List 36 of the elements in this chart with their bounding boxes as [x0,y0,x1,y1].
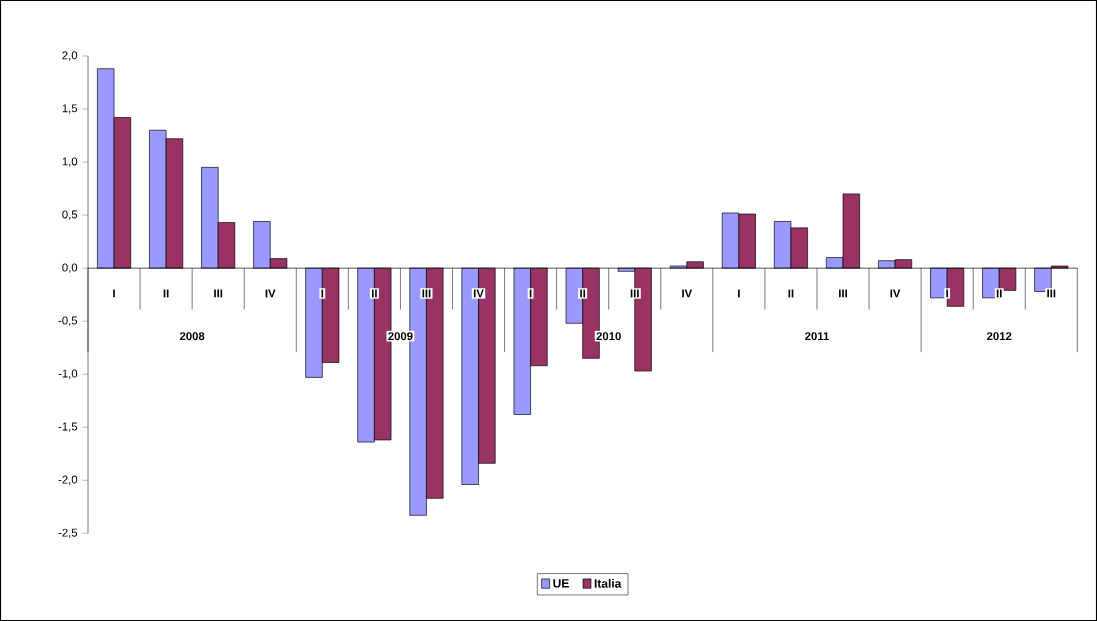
annotation: 2011 [805,332,829,341]
x-tick-label: III [214,289,223,298]
y-tick-label: 0,0 [62,263,78,273]
annotation: 2012 [987,332,1012,341]
y-tick-label: 2,0 [62,51,78,61]
x-tick-label: IV [473,289,484,298]
x-tick-label: I [113,289,115,298]
x-tick-label: III [422,289,431,298]
y-tick-label: 0,5 [62,210,78,220]
y-tick-label: -1,0 [58,369,78,379]
y-tick-label: -0,5 [58,316,78,326]
y-tick-label: -2,0 [58,475,78,485]
y-tick-label: 1,0 [62,157,78,167]
x-tick-label: III [1047,289,1056,298]
x-tick-label: II [372,289,377,298]
x-tick-label: II [788,289,794,298]
x-tick-label: II [163,289,169,298]
x-tick-label: I [738,289,740,298]
x-tick-label: II [580,289,586,298]
x-tick-label: I [321,289,324,298]
x-tick-label: II [996,289,1002,298]
annotation: 2008 [179,332,205,341]
x-tick-label: I [946,289,948,298]
legend-label: UE [553,579,569,588]
x-tick-label: III [839,289,847,298]
annotation: 2009 [388,332,413,341]
y-tick-label: 1,5 [62,104,78,114]
annotation: 2010 [596,332,621,341]
legend-label: Italia [594,578,622,588]
x-tick-label: III [630,289,639,298]
x-tick-label: IV [682,289,693,298]
y-tick-label: -2,5 [58,528,78,538]
x-tick-label: I [529,289,532,298]
x-tick-label: IV [890,289,901,298]
x-tick-label: IV [265,289,276,298]
y-tick-label: -1,5 [58,422,78,432]
